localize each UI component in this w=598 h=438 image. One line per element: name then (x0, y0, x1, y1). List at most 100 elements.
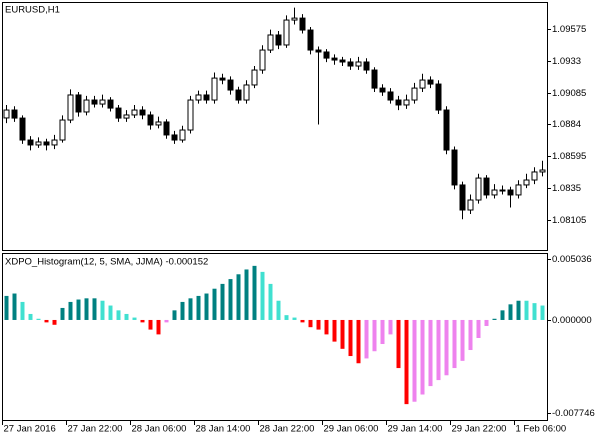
candle-body (451, 149, 458, 186)
x-tick-label: 1 Feb 06:00 (516, 424, 567, 435)
histogram-bar (516, 300, 521, 320)
histogram-bar (532, 303, 537, 320)
histogram-bar (324, 319, 329, 335)
histogram-bar (332, 319, 337, 342)
candle-body (499, 189, 506, 192)
histogram-bar (540, 305, 545, 320)
histogram-bar (276, 300, 281, 320)
histogram-bar (524, 300, 529, 320)
candle-body (299, 17, 306, 31)
histogram-bar (460, 319, 465, 361)
histogram-bar (220, 283, 225, 320)
candle-body (427, 79, 434, 85)
histogram-bar (348, 319, 353, 357)
candle-body (235, 89, 242, 101)
candle-body (323, 51, 330, 59)
y-tick-label: -0.007746 (552, 408, 595, 419)
histogram-bar (500, 310, 505, 320)
histogram-bar (268, 283, 273, 320)
price-panel-frame (2, 2, 548, 251)
candle-body (83, 99, 90, 113)
candle-body (491, 189, 498, 196)
candle-body (467, 199, 474, 211)
candle-body (395, 99, 402, 106)
candle-body (27, 139, 34, 146)
candle-body (99, 99, 106, 105)
candle-body (379, 87, 386, 93)
histogram-bar (436, 319, 441, 381)
candle-body (403, 99, 410, 106)
candle-body (155, 121, 162, 126)
candle-body (363, 61, 370, 71)
histogram-bar (132, 317, 137, 320)
candle-body (203, 94, 210, 101)
chart-title: XDPO_Histogram(12, 5, SMA, JJMA) -0.0001… (5, 257, 208, 268)
histogram-bar (308, 319, 313, 328)
chart-title: EURUSD,H1 (5, 5, 60, 16)
histogram-bar (12, 293, 17, 320)
candle-body (59, 119, 66, 141)
histogram-bar (156, 319, 161, 335)
histogram-bar (148, 319, 153, 330)
candle-body (67, 94, 74, 121)
histogram-bar (476, 319, 481, 339)
histogram-bar (20, 301, 25, 320)
candle-body (291, 17, 298, 21)
histogram-bar (444, 319, 449, 376)
y-tick-label: 1.08595 (552, 151, 586, 162)
histogram-bar (116, 310, 121, 320)
candle-body (483, 177, 490, 196)
histogram-bar (356, 319, 361, 364)
histogram-bar (196, 295, 201, 320)
candle-body (251, 69, 258, 86)
histogram-bar (68, 301, 73, 320)
candle-body (283, 19, 290, 46)
x-tick-label: 28 Jan 22:00 (260, 424, 315, 435)
histogram-bar (404, 319, 409, 405)
candle-body (507, 189, 514, 196)
histogram-bar (236, 274, 241, 320)
y-tick-label: 0.000000 (552, 315, 592, 326)
candle-body (387, 91, 394, 101)
histogram-bar (212, 288, 217, 320)
histogram-bar (244, 269, 249, 320)
histogram-bar (124, 313, 129, 320)
candle-body (475, 177, 482, 201)
y-tick-label: 1.0835 (552, 183, 581, 194)
candle-body (163, 121, 170, 136)
candle-body (515, 184, 522, 196)
x-tick-label: 29 Jan 14:00 (388, 424, 443, 435)
histogram-bar (284, 315, 289, 320)
histogram-bar (396, 319, 401, 369)
candle-body (435, 83, 442, 111)
candle-body (91, 99, 98, 105)
histogram-bar (4, 295, 9, 320)
candle-body (411, 87, 418, 101)
candle-body (419, 79, 426, 89)
y-tick-label: 1.0933 (552, 56, 581, 67)
histogram-bar (76, 299, 81, 320)
y-tick-label: 1.09085 (552, 88, 586, 99)
histogram-bar (372, 319, 377, 352)
candle-body (51, 139, 58, 146)
candle-body (355, 61, 362, 67)
histogram-bar (484, 319, 489, 326)
x-tick-label: 28 Jan 06:00 (132, 424, 187, 435)
y-tick-label: 1.09575 (552, 24, 586, 35)
histogram-bar (84, 298, 89, 320)
x-tick-label: 29 Jan 22:00 (452, 424, 507, 435)
candle-body (339, 59, 346, 63)
candle-body (267, 34, 274, 51)
candle-body (195, 94, 202, 101)
y-tick-label: 1.0884 (552, 119, 581, 130)
candle-body (443, 109, 450, 151)
candle-body (171, 134, 178, 141)
histogram-bar (164, 319, 169, 323)
candle-body (539, 169, 546, 173)
histogram-bar (180, 301, 185, 320)
histogram-bar (388, 319, 393, 335)
histogram-bar (292, 317, 297, 320)
